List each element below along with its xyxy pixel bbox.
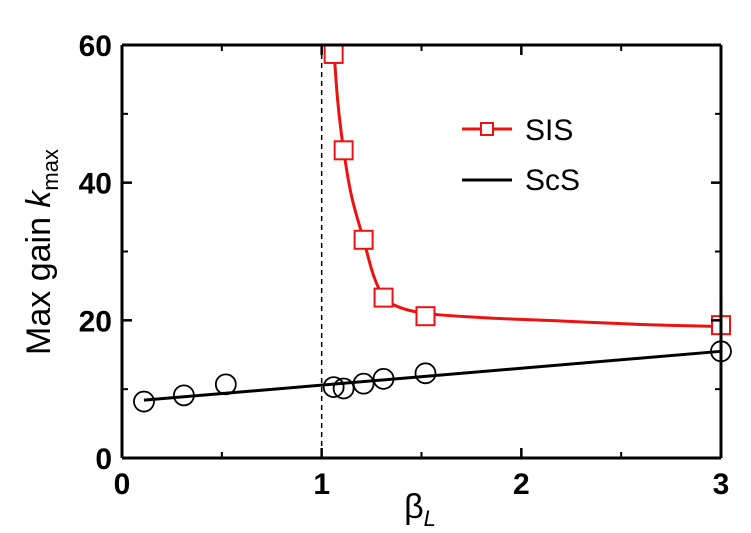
y-axis-title-k: k (20, 189, 58, 208)
data-point-scs (322, 376, 345, 399)
y-axis-title: Max gain kmax (20, 149, 63, 355)
y-tick-label: 0 (95, 443, 112, 476)
axes (120, 43, 723, 460)
data-point-scs (133, 390, 155, 413)
legend: SIS ScS (462, 114, 580, 197)
x-tick-label: 2 (513, 468, 530, 501)
data-point-scs (414, 362, 437, 385)
data-point-scs (172, 384, 195, 407)
data-point-sis (353, 229, 374, 250)
data-point-scs (352, 372, 375, 395)
x-tick-label: 3 (713, 468, 730, 501)
data-point-sis (373, 287, 394, 308)
data-point-scs (214, 373, 237, 396)
legend-label-scs: ScS (525, 164, 580, 197)
y-tick-label: 60 (79, 30, 112, 63)
x-tick-label: 1 (313, 468, 330, 501)
data-point-sis (333, 140, 354, 161)
x-tick-label: 0 (114, 468, 131, 501)
tick-labels: 0 1 2 3 0 20 40 60 (79, 30, 730, 501)
ticks (120, 43, 723, 460)
plot-area (133, 43, 732, 458)
data-point-sis (415, 306, 436, 327)
x-axis-title-main: β (404, 488, 424, 526)
data-point-scs (372, 367, 395, 390)
x-axis-title-sub: L (424, 506, 436, 531)
legend-marker-sis (480, 122, 494, 136)
legend-item-sis: SIS (462, 114, 573, 147)
y-axis-title-main: Max gain (20, 208, 58, 355)
legend-label-sis: SIS (525, 114, 573, 147)
legend-item-scs: ScS (462, 164, 580, 197)
data-point-sis (323, 43, 344, 64)
y-tick-label: 40 (79, 168, 112, 201)
x-axis-title: βL (404, 488, 436, 531)
y-tick-label: 20 (79, 305, 112, 338)
series-line-scs (143, 349, 722, 402)
y-axis-title-sub: max (38, 149, 63, 191)
data-point-scs (332, 377, 355, 400)
series-scs (133, 340, 732, 413)
series-sis (323, 43, 731, 336)
